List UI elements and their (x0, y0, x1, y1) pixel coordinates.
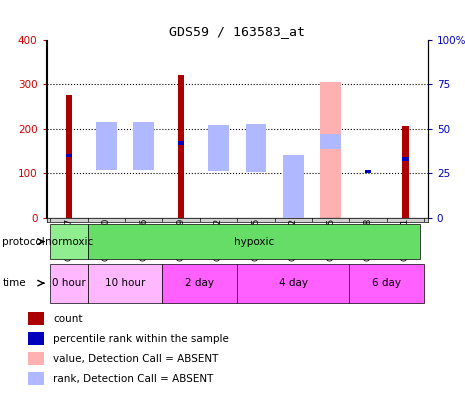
Text: protocol: protocol (2, 236, 45, 247)
Bar (28, 312, 44, 325)
Bar (283, 155, 304, 218)
Bar (178, 141, 185, 145)
Text: GSM4178: GSM4178 (364, 218, 372, 261)
Text: count: count (53, 314, 83, 324)
Bar (66, 154, 72, 157)
Text: 2 day: 2 day (185, 278, 214, 288)
Bar (28, 352, 44, 365)
Text: time: time (2, 278, 26, 288)
Text: 0 hour: 0 hour (52, 278, 86, 288)
Bar (50, 264, 87, 303)
Title: GDS59 / 163583_at: GDS59 / 163583_at (169, 25, 305, 38)
Bar (133, 122, 154, 170)
Bar (178, 75, 185, 218)
Text: GSM1227: GSM1227 (65, 218, 73, 261)
Bar (162, 264, 237, 303)
Bar (50, 224, 87, 259)
Bar (402, 126, 409, 218)
Bar (402, 157, 409, 161)
Bar (28, 372, 44, 385)
Text: value, Detection Call = ABSENT: value, Detection Call = ABSENT (53, 354, 219, 364)
Text: normoxic: normoxic (45, 236, 93, 247)
Text: 10 hour: 10 hour (105, 278, 145, 288)
Bar (320, 82, 341, 218)
Text: percentile rank within the sample: percentile rank within the sample (53, 333, 229, 344)
Text: 4 day: 4 day (279, 278, 308, 288)
Bar (28, 332, 44, 345)
Bar (246, 159, 266, 172)
Text: GSM4172: GSM4172 (214, 218, 223, 261)
Text: GSM1222: GSM1222 (289, 218, 298, 261)
Bar (133, 153, 154, 170)
Text: rank, Detection Call = ABSENT: rank, Detection Call = ABSENT (53, 374, 214, 384)
Bar (87, 224, 420, 259)
Bar (237, 264, 349, 303)
Text: GSM4175: GSM4175 (252, 218, 260, 261)
Bar (208, 152, 229, 171)
Bar (96, 122, 117, 169)
Text: GSM1230: GSM1230 (102, 218, 111, 261)
Text: 6 day: 6 day (372, 278, 401, 288)
Bar (320, 135, 341, 149)
Text: GSM1216: GSM1216 (139, 218, 148, 261)
Bar (365, 169, 372, 173)
Bar (96, 153, 117, 169)
Bar (349, 264, 424, 303)
Bar (246, 124, 266, 172)
Bar (208, 125, 229, 171)
Text: hypoxic: hypoxic (234, 236, 274, 247)
Bar (66, 95, 72, 218)
Text: GSM4181: GSM4181 (401, 218, 410, 261)
Bar (283, 214, 304, 218)
Text: GSM1219: GSM1219 (177, 218, 186, 261)
Bar (87, 264, 162, 303)
Text: GSM1225: GSM1225 (326, 218, 335, 261)
